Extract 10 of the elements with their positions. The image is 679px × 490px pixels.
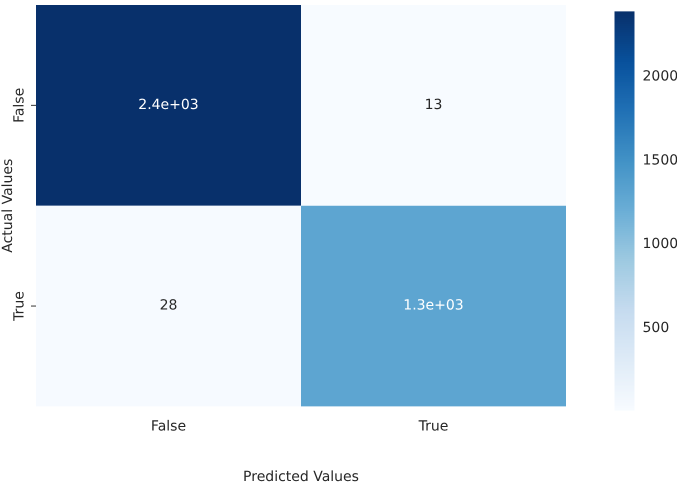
color-bar-label: 2000 (642, 68, 678, 84)
data-label: 1.3e+03 (403, 298, 464, 314)
x-axis-title: Predicted Values (243, 469, 359, 486)
color-bar-label: 500 (642, 320, 670, 336)
data-label: 28 (160, 298, 178, 314)
color-bar-label: 1000 (642, 236, 678, 252)
data-label: 2.4e+03 (138, 96, 199, 113)
y-axis-title: Actual Values (0, 158, 16, 253)
data-label: 13 (424, 96, 442, 113)
color-bar-label: 1500 (642, 152, 678, 168)
